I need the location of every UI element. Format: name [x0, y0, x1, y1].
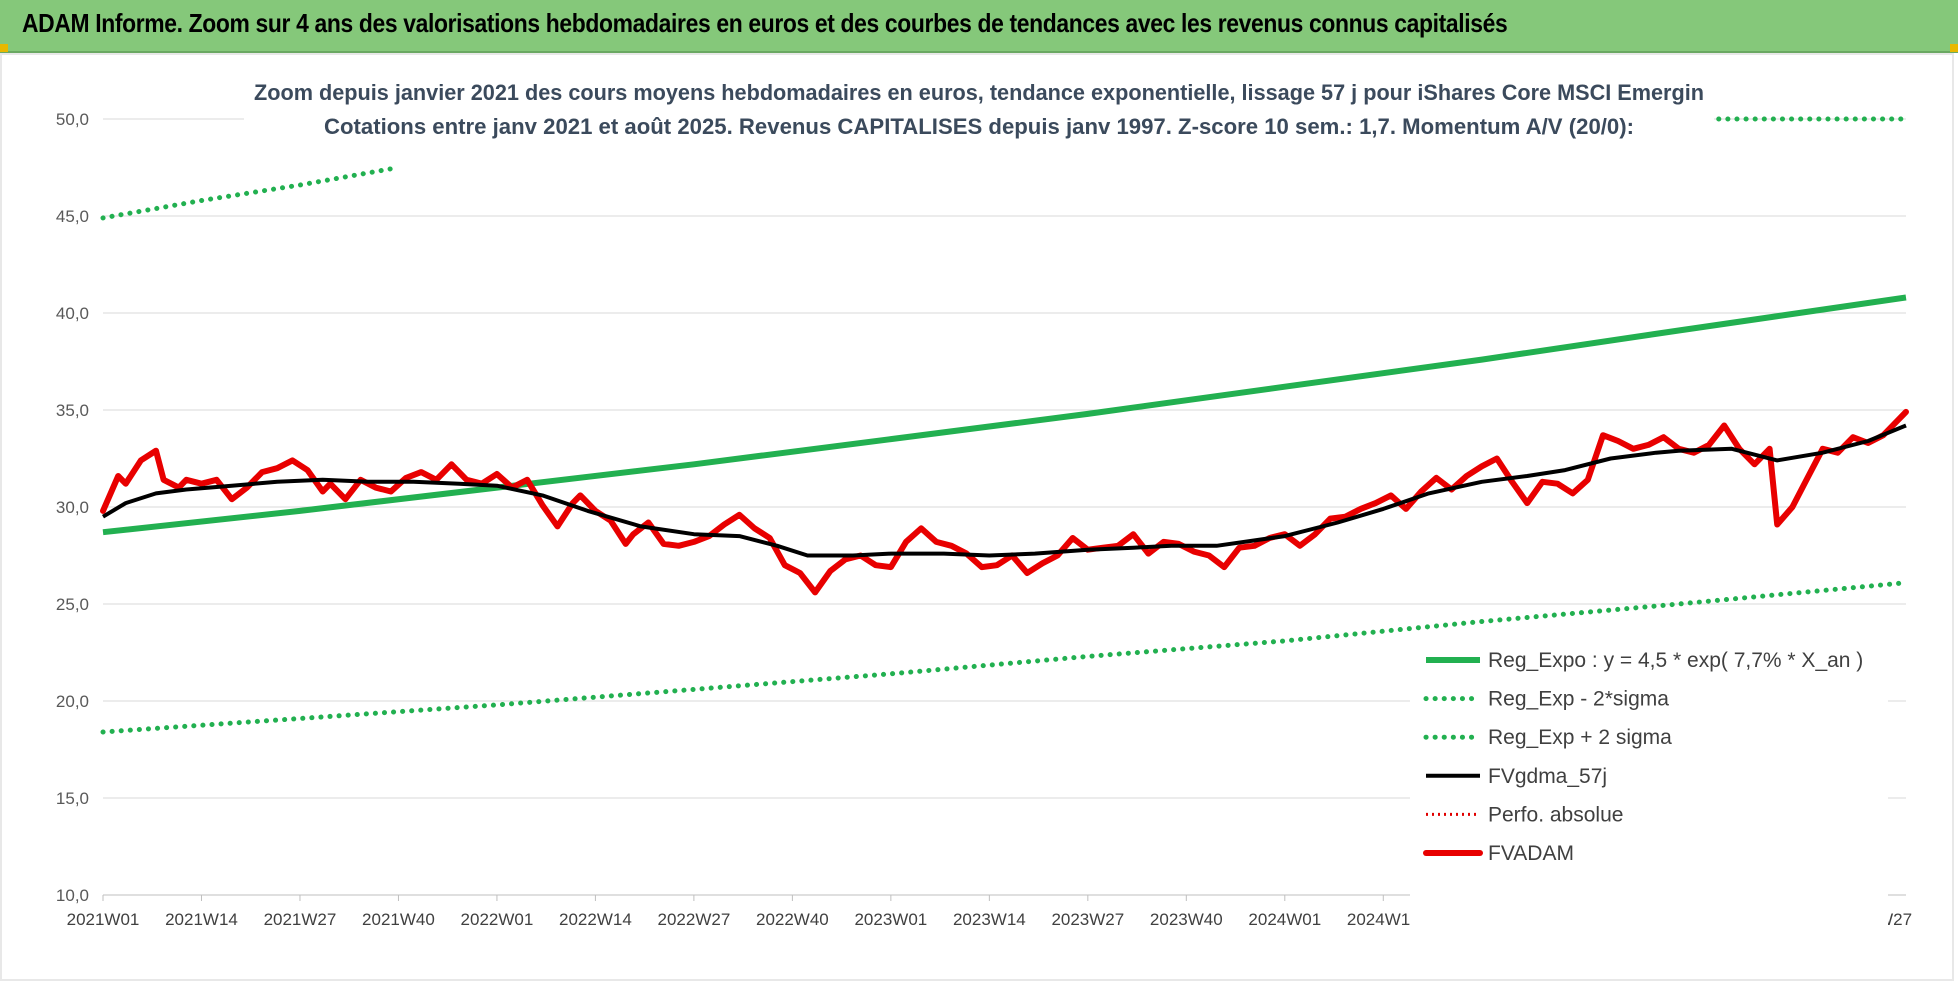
y-tick-label: 30,0: [56, 498, 89, 517]
y-tick-label: 35,0: [56, 401, 89, 420]
legend-box: [1410, 633, 1888, 925]
x-tick-label: 2023W27: [1051, 910, 1124, 929]
chart-title: Zoom depuis janvier 2021 des cours moyen…: [254, 80, 1704, 105]
header-bar: ADAM Informe. Zoom sur 4 ans des valoris…: [0, 0, 1958, 53]
title-box: [244, 69, 1714, 153]
series-line-trend: [102, 294, 1907, 536]
corner-marker: [1950, 44, 1958, 52]
y-tick-label: 45,0: [56, 207, 89, 226]
x-tick-label: 2021W14: [165, 910, 238, 929]
chart-subtitle: Cotations entre janv 2021 et août 2025. …: [324, 114, 1634, 139]
legend-label-lower: Reg_Exp - 2*sigma: [1488, 688, 1669, 711]
x-tick-label: 2023W14: [953, 910, 1026, 929]
y-tick-label: 25,0: [56, 595, 89, 614]
y-tick-label: 20,0: [56, 692, 89, 711]
x-tick-label: 2023W01: [854, 910, 927, 929]
x-tick-label: 2024W14: [1347, 910, 1420, 929]
series-line-price: [100, 408, 1909, 596]
legend-label-ma: FVgdma_57j: [1488, 765, 1607, 788]
legend-label-trend: Reg_Expo : y = 4,5 * exp( 7,7% * X_an ): [1488, 649, 1863, 672]
x-tick-label: 2024W01: [1248, 910, 1321, 929]
legend-label-upper: Reg_Exp + 2 sigma: [1488, 726, 1672, 749]
series-line-upper: [100, 165, 401, 221]
x-tick-label: 2021W40: [362, 910, 435, 929]
corner-marker: [0, 44, 8, 52]
x-tick-label: 2021W01: [67, 910, 140, 929]
legend-label-perfo: Perfo. absolue: [1488, 803, 1623, 826]
series-line-lower: [100, 580, 1909, 735]
y-tick-label: 15,0: [56, 789, 89, 808]
x-tick-label: 2022W01: [461, 910, 534, 929]
x-tick-label: 2022W14: [559, 910, 632, 929]
chart: 10,0 15,0 20,0 25,0 30,0 35,0 40,0 45,0 50,0 2021…: [56, 69, 1912, 929]
header-title: ADAM Informe. Zoom sur 4 ans des valoris…: [22, 8, 1508, 38]
x-tick-label: 2022W40: [756, 910, 829, 929]
x-tick-label: 2022W27: [658, 910, 731, 929]
x-tick-label: 2023W40: [1150, 910, 1223, 929]
legend-label-price: FVADAM: [1488, 842, 1574, 865]
series-line-ma: [101, 423, 1907, 558]
x-tick-label: 2021W27: [264, 910, 337, 929]
y-tick-label: 50,0: [56, 110, 89, 129]
y-tick-label: 10,0: [56, 886, 89, 905]
chart-frame: 10,0 15,0 20,0 25,0 30,0 35,0 40,0 45,0 50,0 2021…: [0, 53, 1954, 981]
y-tick-label: 40,0: [56, 304, 89, 323]
